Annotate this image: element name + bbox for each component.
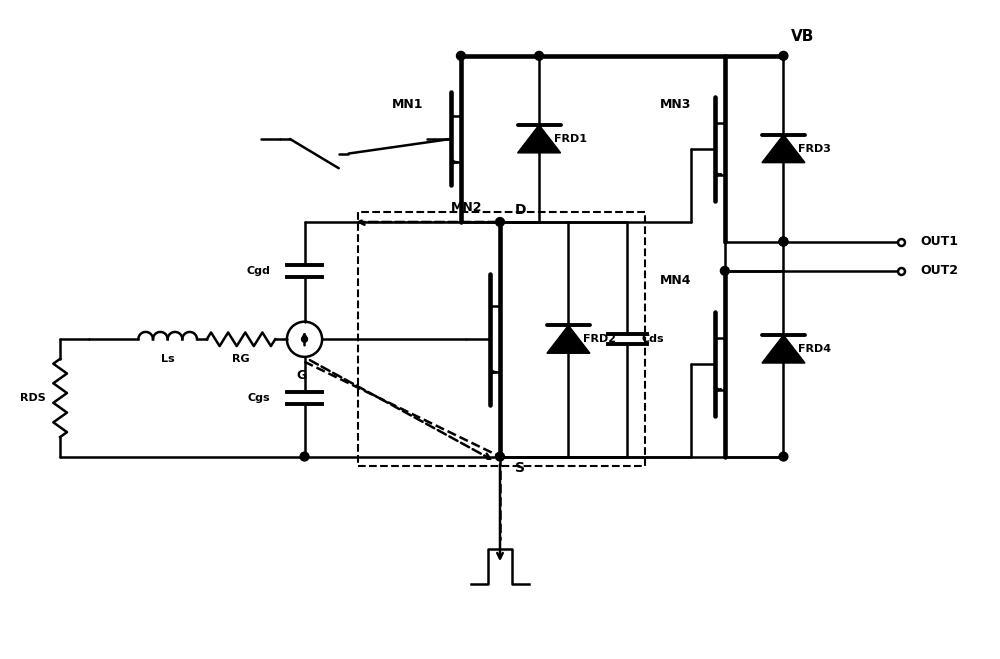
- Text: G: G: [296, 368, 307, 382]
- Circle shape: [779, 237, 788, 246]
- Text: MN2: MN2: [451, 201, 483, 214]
- Polygon shape: [518, 125, 561, 153]
- Text: FRD4: FRD4: [798, 344, 831, 354]
- Text: OUT2: OUT2: [920, 264, 958, 277]
- Circle shape: [457, 51, 465, 60]
- Text: FRD1: FRD1: [554, 134, 587, 144]
- Text: S: S: [515, 461, 525, 475]
- Circle shape: [496, 452, 504, 461]
- Text: Cds: Cds: [642, 334, 664, 344]
- Polygon shape: [762, 134, 805, 163]
- Circle shape: [779, 237, 788, 246]
- Circle shape: [535, 51, 543, 60]
- Circle shape: [779, 452, 788, 461]
- Text: MN1: MN1: [391, 98, 423, 111]
- Circle shape: [302, 336, 307, 342]
- Text: Ls: Ls: [161, 354, 174, 364]
- Bar: [358, 212, 645, 467]
- Circle shape: [300, 452, 309, 461]
- Text: D: D: [515, 203, 526, 217]
- Text: MN3: MN3: [660, 98, 692, 111]
- Text: VB: VB: [791, 29, 815, 43]
- Polygon shape: [547, 326, 590, 353]
- Text: FRD2: FRD2: [583, 334, 616, 344]
- Circle shape: [496, 217, 504, 227]
- Text: OUT1: OUT1: [920, 235, 958, 248]
- Text: RDS: RDS: [20, 393, 45, 403]
- Polygon shape: [762, 335, 805, 363]
- Circle shape: [779, 51, 788, 60]
- Text: MN4: MN4: [660, 274, 692, 287]
- Circle shape: [720, 266, 729, 275]
- Text: RG: RG: [232, 354, 250, 364]
- Text: Cgd: Cgd: [246, 266, 270, 276]
- Text: Cgs: Cgs: [248, 393, 270, 403]
- Text: FRD3: FRD3: [798, 144, 831, 154]
